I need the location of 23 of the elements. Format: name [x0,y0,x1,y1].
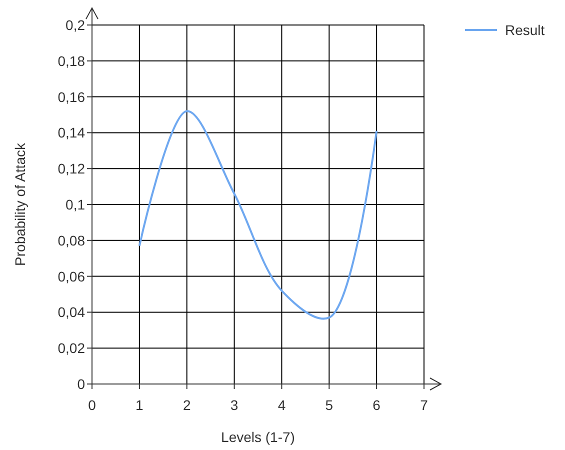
y-tick-label: 0,16 [58,88,86,105]
x-tick-label: 5 [325,397,334,413]
y-tick-label: 0,2 [66,17,86,33]
x-tick-label: 6 [372,397,381,413]
y-tick-label: 0,18 [58,52,86,69]
y-tick-label: 0,04 [58,304,86,320]
x-tick-label: 1 [136,397,144,413]
x-tick-label: 4 [278,397,286,413]
line-series [138,110,378,320]
y-axis-title: Probability of Attack [12,142,28,266]
x-tick-label: 3 [230,397,238,413]
x-tick-label: 2 [182,397,191,413]
y-tick-label: 0,08 [58,232,86,248]
y-tick-label: 0,14 [58,124,86,141]
y-tick-label: 0,02 [58,340,86,356]
x-tick-label: 0 [88,397,96,413]
legend-label: Result [505,22,545,38]
y-tick-label: 0,12 [58,160,86,177]
x-axis-title: Levels (1-7) [221,429,295,445]
y-tick-label: 0,06 [58,268,86,284]
x-tick-label: 7 [420,397,428,413]
y-tick-label: 0,1 [66,196,86,212]
y-tick-label: 0 [77,376,86,392]
